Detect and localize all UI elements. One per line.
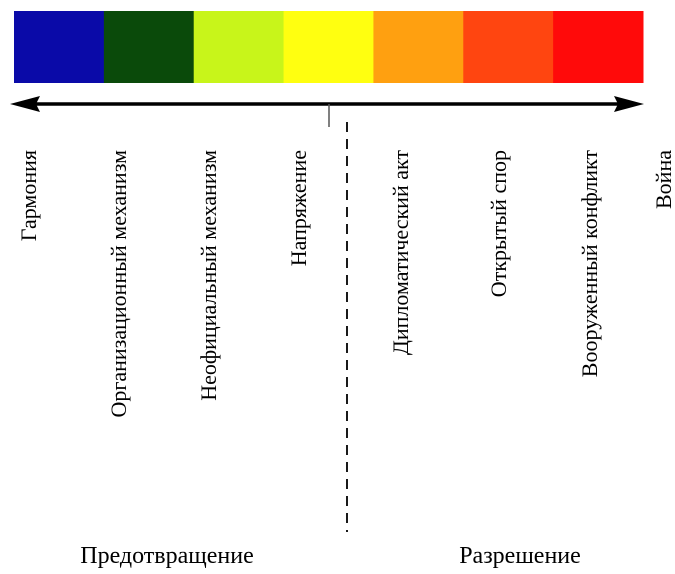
group-prevention: Предотвращение: [80, 543, 254, 569]
label-war: Война: [651, 150, 675, 209]
color-segment: [373, 11, 464, 83]
axis-arrow: [10, 96, 644, 112]
label-open-dispute: Открытый спор: [486, 150, 511, 297]
color-segment: [103, 11, 195, 83]
color-segment: [463, 11, 554, 83]
color-segment: [283, 11, 374, 83]
color-segment: [193, 11, 285, 83]
label-informal-mechanism: Неофициальный механизм: [196, 150, 221, 401]
group-resolution: Разрешение: [459, 543, 581, 569]
label-armed-conflict: Вооруженный конфликт: [577, 150, 602, 378]
color-segment: [553, 11, 644, 83]
right-arrowhead: [614, 96, 644, 112]
left-arrowhead: [10, 96, 40, 112]
label-tension: Напряжение: [286, 150, 311, 266]
label-harmony: Гармония: [16, 150, 41, 241]
label-organizational-mechanism: Организационный механизм: [106, 150, 131, 418]
label-diplomatic-act: Дипломатический акт: [388, 150, 413, 356]
color-bar: [14, 11, 644, 83]
color-segment: [14, 11, 105, 83]
